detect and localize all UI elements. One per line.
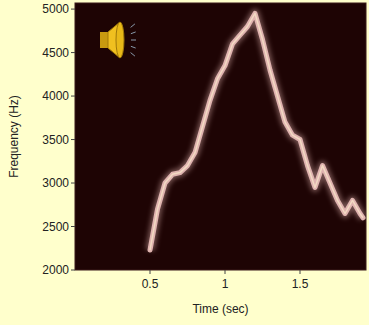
y-tick-label: 2000 xyxy=(42,263,69,277)
y-tick xyxy=(71,9,75,10)
sound-wave xyxy=(131,24,135,28)
y-tick xyxy=(71,270,75,271)
y-tick-label: 5000 xyxy=(42,2,69,16)
plot-marks xyxy=(150,13,363,250)
sound-wave xyxy=(131,40,136,41)
y-tick-label: 2500 xyxy=(42,220,69,234)
y-tick-label: 3500 xyxy=(42,133,69,147)
chart: 2000 2500 3000 3500 4000 4500 5000 0.5 1 1.5 Time … xyxy=(0,0,369,325)
y-tick-label: 4500 xyxy=(42,46,69,60)
y-tick xyxy=(71,52,75,53)
y-tick xyxy=(71,226,75,227)
trace-core xyxy=(150,13,363,250)
speaker-rim xyxy=(116,22,124,58)
x-axis-title: Time (sec) xyxy=(192,302,248,316)
sound-wave xyxy=(131,32,136,34)
y-tick xyxy=(71,183,75,184)
sound-wave xyxy=(131,53,135,57)
y-axis-title: Frequency (Hz) xyxy=(7,95,21,178)
y-tick-label: 3000 xyxy=(42,176,69,190)
x-tick-label: 0.5 xyxy=(142,277,159,291)
x-tick xyxy=(150,270,151,274)
y-tick xyxy=(71,96,75,97)
y-tick xyxy=(71,139,75,140)
x-tick-label: 1 xyxy=(222,277,229,291)
frequency-trace xyxy=(150,13,363,250)
x-tick-label: 1.5 xyxy=(292,277,309,291)
speaker-icon xyxy=(100,22,136,58)
speaker-body xyxy=(100,32,108,48)
x-tick xyxy=(225,270,226,274)
sound-wave xyxy=(131,46,136,48)
y-tick-label: 4000 xyxy=(42,89,69,103)
plot-area xyxy=(75,3,366,270)
x-tick xyxy=(300,270,301,274)
trace-glow xyxy=(150,13,363,250)
